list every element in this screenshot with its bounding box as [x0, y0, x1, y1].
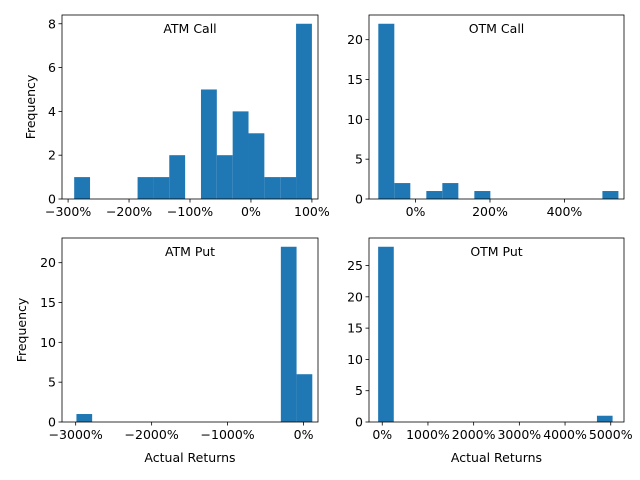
x-tick-label: −300% [45, 204, 91, 219]
panel-otm-put: 0% 1000% 2000% 3000% 4000% 5000% 0 5 10 15 20 25 OT… [347, 237, 633, 465]
histogram-bar [378, 246, 394, 422]
x-tick-label: −200% [106, 204, 152, 219]
axes-frame [368, 14, 625, 200]
y-tick-label: 0 [48, 192, 56, 207]
x-axis-label: Actual Returns [451, 450, 542, 465]
panel-atm-call: −300% −200% −100% 0% 100% 0 2 4 6 8 ATM Call Freq… [23, 14, 330, 219]
x-tick-label: 5000% [589, 427, 633, 442]
y-tick-label: 2 [48, 148, 56, 163]
bars-atm-call [74, 23, 312, 200]
y-tick-label: 10 [347, 112, 363, 127]
x-axis-label: Actual Returns [144, 450, 235, 465]
bars-otm-call [378, 23, 619, 200]
x-tick-label: 400% [547, 204, 583, 219]
bars-atm-put [76, 246, 313, 422]
bars-otm-put [378, 246, 613, 422]
panel-otm-call: 0% 200% 400% 0 5 10 15 20 OTM Call [347, 14, 625, 219]
x-tick-label: −1000% [201, 427, 255, 442]
panel-atm-put: −3000% −2000% −1000% 0% 0 5 10 15 20 ATM Put Fre… [14, 237, 319, 465]
axes-frame [368, 237, 625, 423]
histogram-bar [232, 111, 249, 199]
histogram-bar [200, 89, 217, 199]
y-tick-label: 0 [355, 192, 363, 207]
y-tick-label: 6 [48, 60, 56, 75]
histogram-bar [442, 183, 459, 199]
x-tick-label: 100% [294, 204, 330, 219]
y-tick-label: 0 [48, 415, 56, 430]
y-tick-label: 0 [355, 415, 363, 430]
x-tick-label: −2000% [125, 427, 179, 442]
histogram-bar [296, 374, 313, 422]
histogram-bar [596, 415, 613, 422]
histogram-bar [74, 177, 91, 199]
histogram-bar [378, 23, 395, 200]
y-tick-label: 15 [40, 295, 56, 310]
histogram-bar [137, 177, 154, 199]
histogram-bar [280, 177, 297, 199]
histogram-bar [76, 414, 93, 422]
x-tick-label: 1000% [406, 427, 450, 442]
y-tick-label: 15 [347, 72, 363, 87]
y-tick-label: 5 [48, 375, 56, 390]
y-tick-label: 10 [40, 335, 56, 350]
panel-title: OTM Call [469, 21, 525, 36]
x-tick-label: −100% [167, 204, 213, 219]
panel-title: ATM Put [165, 244, 215, 259]
x-tick-label: 0% [294, 427, 314, 442]
histogram-bar [264, 177, 281, 199]
histogram-bar [169, 155, 186, 199]
histogram-bar [280, 246, 297, 422]
y-tick-label: 20 [347, 289, 363, 304]
histogram-bar [296, 23, 312, 200]
ticks-otm-put: 0% 1000% 2000% 3000% 4000% 5000% 0 5 10 15 20 25 [347, 258, 633, 442]
histogram-bar [153, 177, 170, 199]
ticks-atm-call: −300% −200% −100% 0% 100% 0 2 4 6 8 [45, 16, 330, 219]
y-axis-label: Frequency [23, 74, 38, 139]
x-tick-label: 0% [241, 204, 261, 219]
ticks-atm-put: −3000% −2000% −1000% 0% 0 5 10 15 20 [40, 255, 314, 442]
x-tick-label: 0% [406, 204, 426, 219]
y-tick-label: 10 [347, 352, 363, 367]
y-tick-label: 8 [48, 16, 56, 31]
histogram-bar [474, 191, 491, 199]
histogram-bar [602, 191, 619, 199]
y-tick-label: 5 [355, 383, 363, 398]
histogram-bar [216, 155, 233, 199]
histogram-bar [394, 183, 411, 199]
x-tick-label: 0% [372, 427, 392, 442]
x-tick-label: 2000% [452, 427, 496, 442]
ticks-otm-call: 0% 200% 400% 0 5 10 15 20 [347, 32, 582, 219]
panel-title: OTM Put [470, 244, 522, 259]
axes-frame [61, 237, 319, 423]
panel-title: ATM Call [163, 21, 216, 36]
y-axis-label: Frequency [14, 297, 29, 362]
x-tick-label: 4000% [543, 427, 587, 442]
histogram-bar [426, 191, 443, 199]
y-tick-label: 25 [347, 258, 363, 273]
y-tick-label: 20 [347, 32, 363, 47]
x-tick-label: 3000% [497, 427, 541, 442]
x-tick-label: 200% [472, 204, 508, 219]
x-tick-label: −3000% [49, 427, 103, 442]
histogram-bar [248, 133, 265, 199]
y-tick-label: 4 [48, 104, 56, 119]
y-tick-label: 20 [40, 255, 56, 270]
y-tick-label: 15 [347, 321, 363, 336]
y-tick-label: 5 [355, 152, 363, 167]
